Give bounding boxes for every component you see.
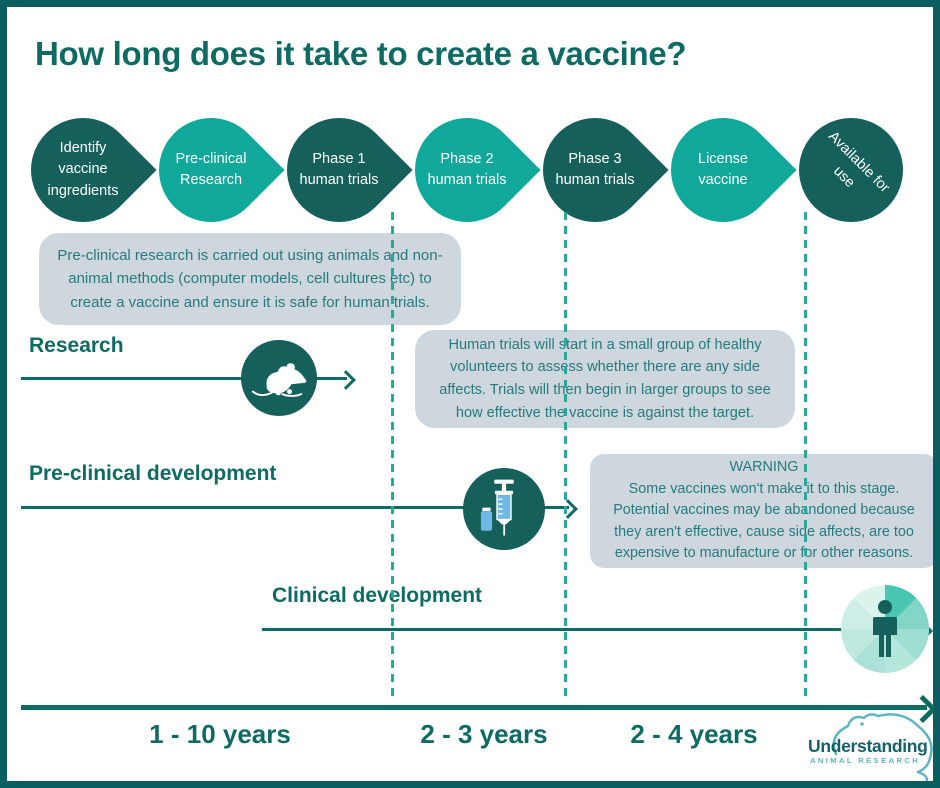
- timeline-label-preclinical: Pre-clinical development: [29, 462, 277, 485]
- stage-label: Phase 3 human trials: [555, 150, 635, 188]
- note-preclinical: Pre-clinical research is carried out usi…: [39, 233, 461, 325]
- stage-label: Available for use: [825, 128, 893, 196]
- stage-label: License vaccine: [698, 150, 748, 188]
- duration-research: 1 - 10 years: [149, 719, 291, 749]
- stage-label: Phase 2 human trials: [427, 150, 507, 188]
- duration-clinical: 2 - 4 years: [630, 719, 758, 749]
- clinical-timeline-line: [262, 628, 924, 631]
- logo-name: Understanding: [808, 736, 928, 756]
- stage-identify-ingredients: Identify vaccine ingredients: [9, 96, 157, 244]
- note-human-trials-text: Human trials will start in a small group…: [439, 336, 771, 421]
- mouse-icon: [241, 340, 317, 416]
- stage-phase3-trials: Phase 3 human trials: [521, 96, 669, 244]
- stage-label: Phase 1 human trials: [299, 150, 379, 188]
- stage-preclinical-research: Pre-clinical Research: [137, 96, 285, 244]
- stage-phase2-trials: Phase 2 human trials: [393, 96, 541, 244]
- warning-title: WARNING: [729, 458, 799, 475]
- understanding-animal-research-logo: Understanding ANIMAL RESEARCH: [802, 710, 933, 781]
- person-icon: [841, 585, 929, 673]
- stage-available-for-use: Available for use: [777, 96, 925, 244]
- page-title: How long does it take to create a vaccin…: [35, 35, 687, 72]
- note-warning: WARNING Some vaccines won't make it to t…: [590, 454, 933, 568]
- phase-divider-line-3: [804, 212, 807, 697]
- phase-divider-line-1: [391, 212, 394, 697]
- stage-label: Pre-clinical Research: [175, 150, 247, 188]
- phase-divider-line-2: [564, 212, 567, 697]
- stage-license-vaccine: License vaccine: [649, 96, 797, 244]
- research-timeline-line: [21, 377, 347, 380]
- logo-tagline: ANIMAL RESEARCH: [810, 756, 921, 765]
- duration-preclinical: 2 - 3 years: [420, 719, 548, 749]
- note-human-trials: Human trials will start in a small group…: [415, 330, 795, 428]
- timeline-label-clinical: Clinical development: [272, 584, 483, 607]
- note-preclinical-text: Pre-clinical research is carried out usi…: [57, 247, 443, 311]
- preclinical-timeline-line: [21, 506, 569, 509]
- syringe-icon: [463, 468, 545, 550]
- timeline-label-research: Research: [29, 334, 124, 357]
- warning-body: Some vaccines won't make it to this stag…: [613, 480, 915, 562]
- stage-label: Identify vaccine ingredients: [47, 140, 119, 199]
- preclinical-arrowhead-icon: [558, 499, 578, 519]
- research-arrowhead-icon: [336, 370, 356, 390]
- logo-mouse-outline-icon: [832, 713, 933, 781]
- time-axis-line: [21, 705, 927, 710]
